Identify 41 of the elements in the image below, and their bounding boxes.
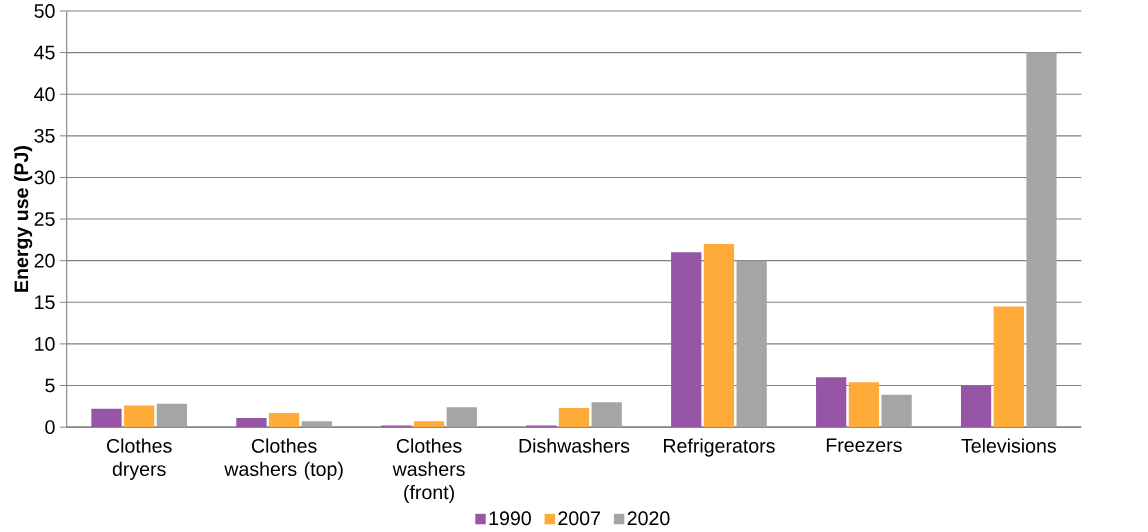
y-tick-label: 0 <box>45 420 55 435</box>
bar <box>671 252 702 428</box>
bar <box>236 418 267 428</box>
bar <box>736 260 767 428</box>
x-tick-label: Freezers <box>826 438 902 453</box>
x-tick-label: Dishwashers <box>519 438 630 453</box>
y-tick-label: 40 <box>34 87 55 102</box>
x-tick-label: Clothes dryers <box>107 438 172 481</box>
legend-label: 2007 <box>558 511 600 526</box>
bar <box>881 394 912 428</box>
bar <box>558 408 590 428</box>
legend-label: 1990 <box>489 511 531 526</box>
y-tick-label: 30 <box>34 170 55 185</box>
x-tick-label: Clothes washers (front) <box>392 438 465 504</box>
y-tick-label: 35 <box>34 129 55 143</box>
y-tick-label: 45 <box>34 45 55 60</box>
bar <box>993 306 1024 428</box>
bar <box>413 421 445 428</box>
bar <box>960 385 992 428</box>
bar <box>446 407 477 428</box>
y-tick-label: 5 <box>45 378 55 393</box>
bar <box>848 382 880 428</box>
bar <box>703 244 735 428</box>
bar <box>268 413 300 428</box>
legend-label: 2020 <box>627 511 670 526</box>
x-tick-label: Televisions <box>961 438 1056 453</box>
y-tick-label: 50 <box>34 4 55 19</box>
bar <box>301 421 332 428</box>
y-tick-label: 20 <box>34 253 55 268</box>
bar <box>591 402 622 428</box>
bar <box>156 403 188 428</box>
y-tick-label: 10 <box>35 337 55 351</box>
y-axis-title: Energy use (PJ) <box>13 146 33 292</box>
bar <box>816 377 847 428</box>
y-tick-label: 15 <box>35 295 55 310</box>
y-tick-label: 25 <box>34 212 55 227</box>
bar <box>124 405 155 428</box>
x-tick-label: Refrigerators <box>664 438 775 457</box>
bar <box>1026 52 1057 428</box>
bar <box>91 408 122 428</box>
x-tick-label: Clothes washers (top) <box>224 438 343 481</box>
